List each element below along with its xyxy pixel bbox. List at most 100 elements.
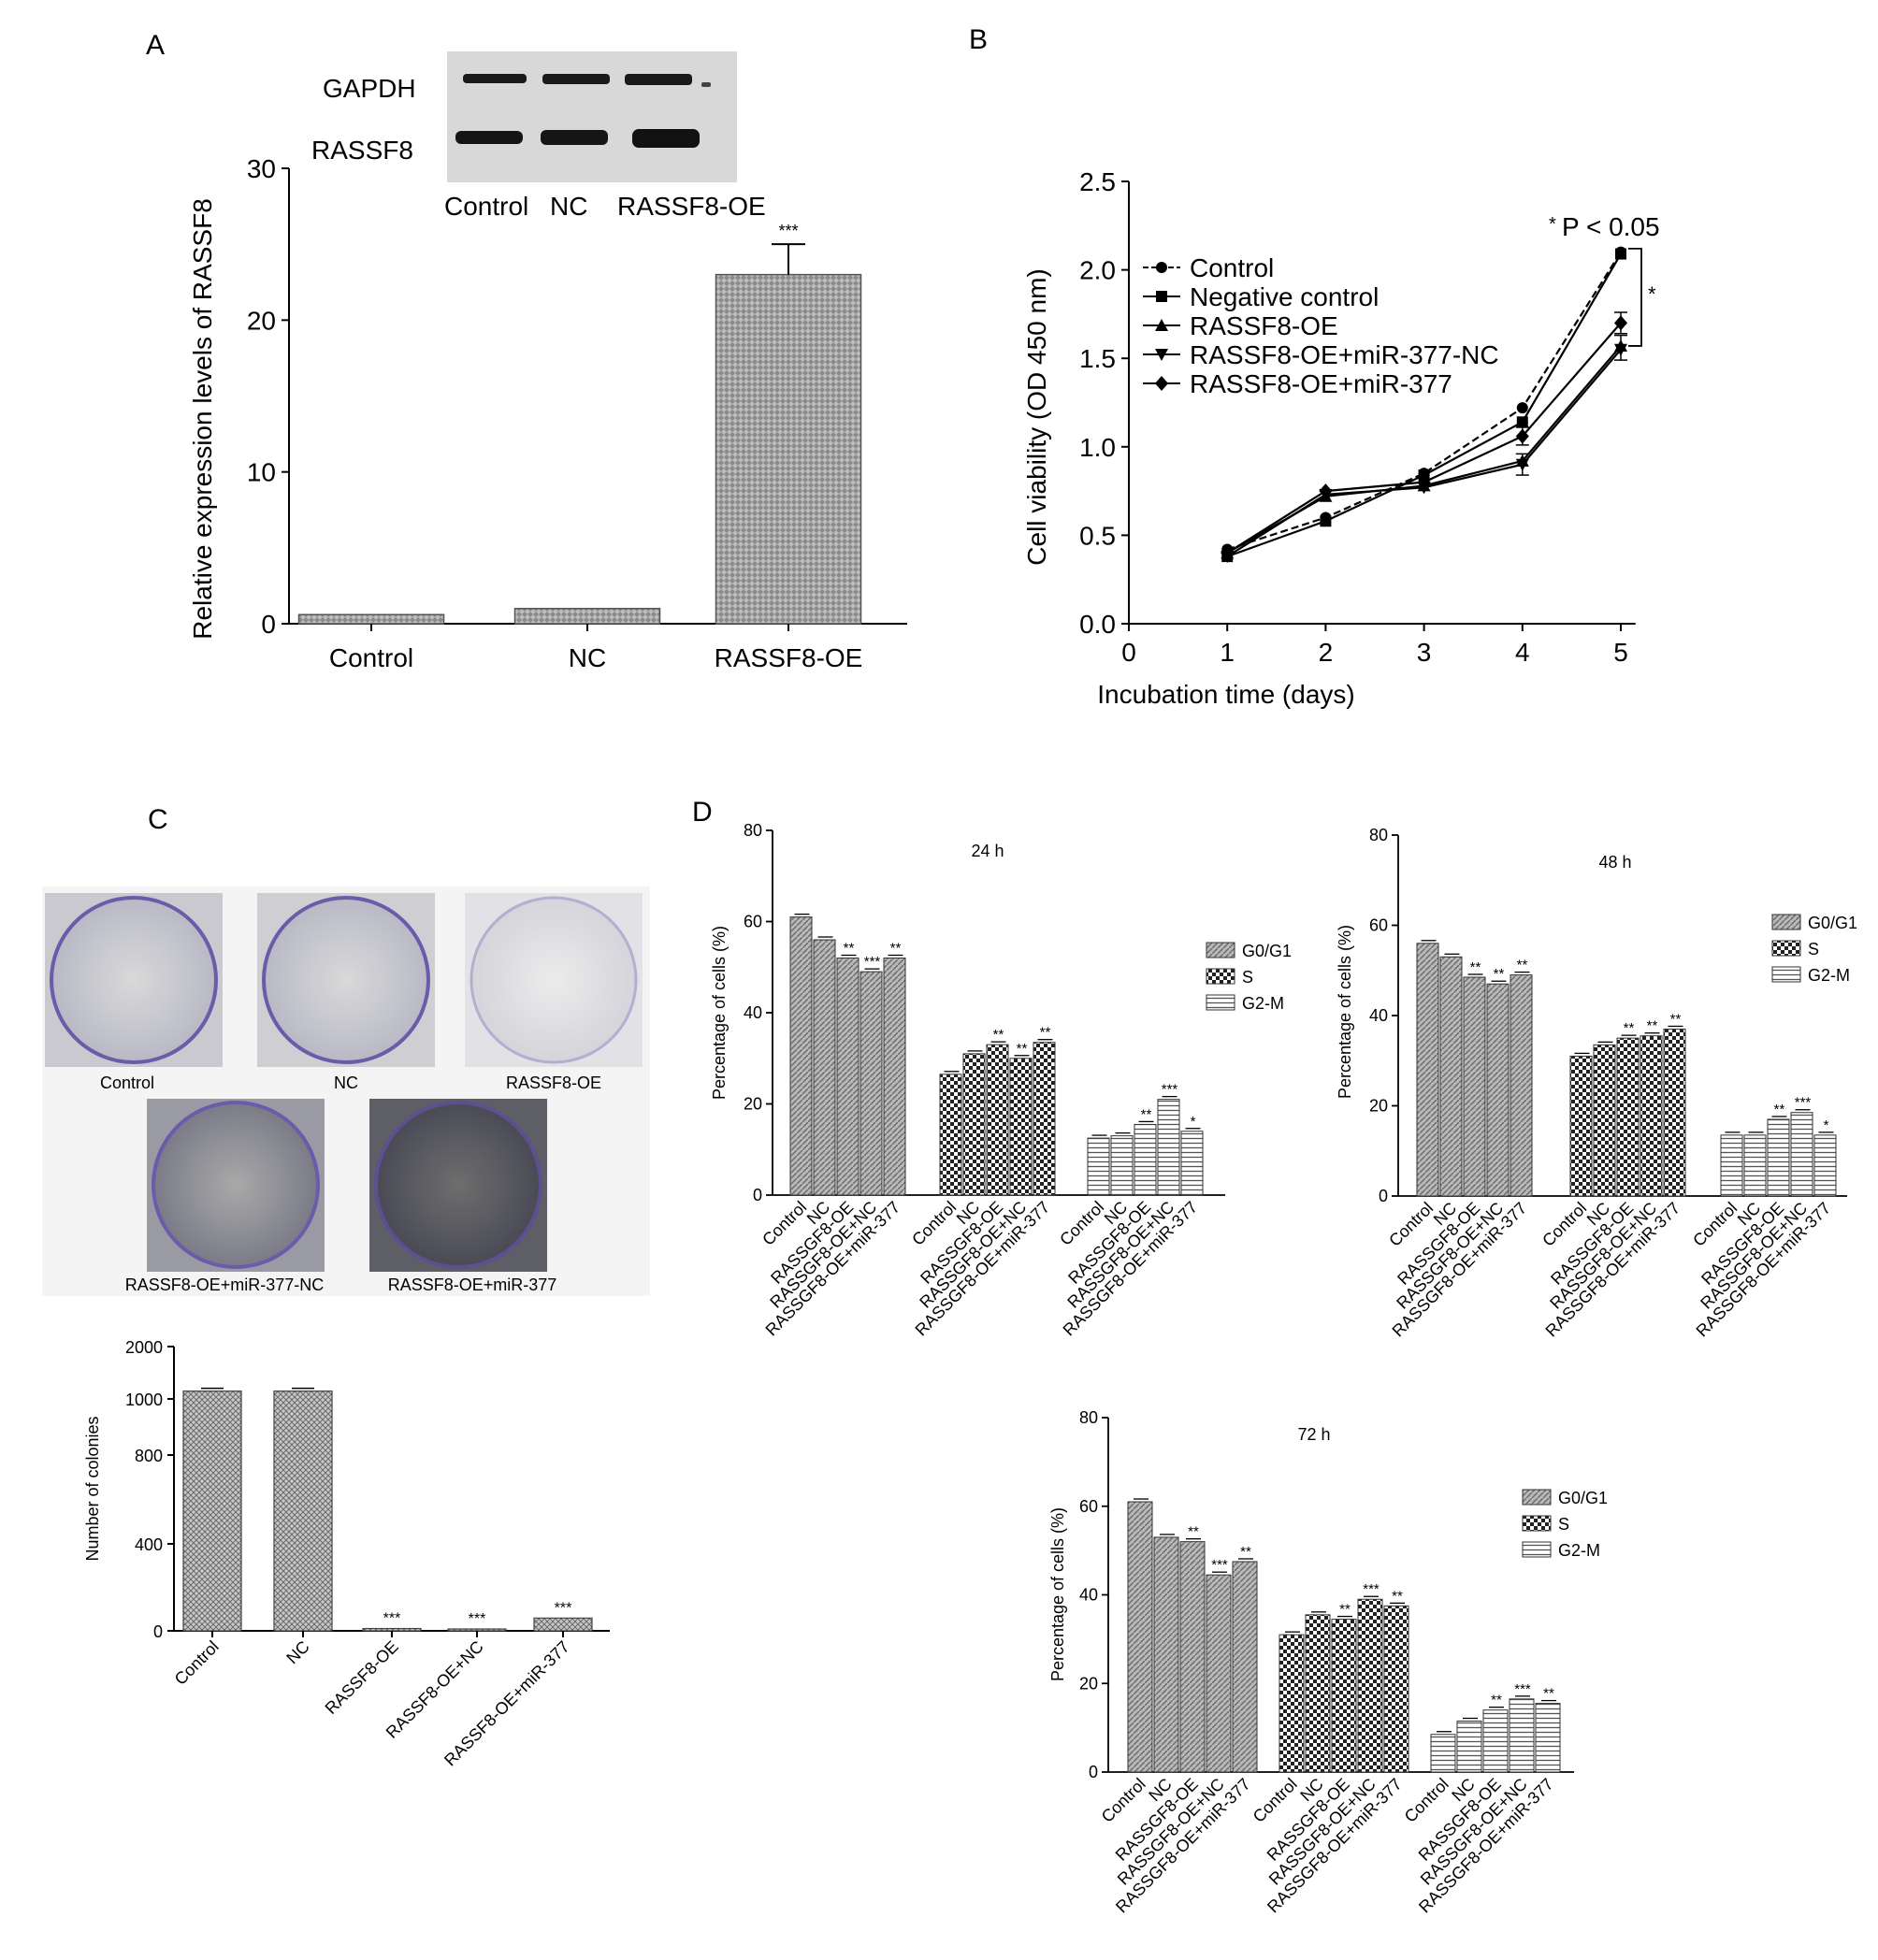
data-point xyxy=(1156,291,1167,302)
significance-label: *** xyxy=(1363,1581,1380,1597)
significance-label: ** xyxy=(1774,1102,1785,1117)
y-tick-label: 2000 xyxy=(125,1338,163,1357)
significance-label: ** xyxy=(1624,1020,1635,1036)
y-tick-label: 0 xyxy=(1379,1187,1388,1205)
legend-label: G0/G1 xyxy=(1808,914,1857,932)
significance-label: * xyxy=(1824,1117,1829,1133)
bar xyxy=(1663,1028,1686,1197)
x-tick-label: 0 xyxy=(1121,638,1136,667)
bar xyxy=(1278,1634,1305,1773)
data-point xyxy=(1156,262,1167,273)
chart-b-annotation-star: * xyxy=(1549,214,1556,235)
x-tick-label: NC xyxy=(569,643,606,672)
bar xyxy=(860,971,883,1196)
bar xyxy=(789,916,813,1196)
chart-d-72h-title: 72 h xyxy=(1297,1425,1330,1444)
significance-label: *** xyxy=(555,1600,572,1616)
significance-label: ** xyxy=(1494,966,1505,982)
bar xyxy=(1456,1721,1482,1773)
significance-label: *** xyxy=(383,1611,401,1627)
bar xyxy=(273,1390,333,1632)
significance-label: ** xyxy=(1647,1018,1658,1034)
bar xyxy=(182,1390,242,1632)
x-tick-label: Control xyxy=(1098,1775,1149,1826)
panel-d: 020406080ControlNC**RASSGF8-OE***RASSGF8… xyxy=(710,821,1857,1916)
data-point xyxy=(1155,319,1168,331)
bar xyxy=(1153,1536,1179,1773)
data-point xyxy=(1155,376,1168,391)
bar xyxy=(715,273,862,625)
data-point xyxy=(1417,474,1431,490)
significance-label: *** xyxy=(778,222,798,240)
colony-dish-nc xyxy=(257,893,435,1067)
y-tick-label: 800 xyxy=(135,1447,163,1465)
blot-band xyxy=(625,74,692,85)
bar xyxy=(1720,1134,1743,1197)
significance-label: ** xyxy=(1141,1106,1152,1122)
y-tick-label: 40 xyxy=(1369,1006,1388,1025)
bar xyxy=(1439,956,1463,1197)
blot-label-rassf8: RASSF8 xyxy=(311,136,413,165)
bar xyxy=(1430,1734,1456,1773)
colony-dish-mir377-nc xyxy=(147,1099,325,1272)
x-tick-label: RASSF8-OE xyxy=(322,1637,402,1718)
blot-band xyxy=(701,82,711,87)
bar xyxy=(1180,1131,1204,1196)
western-blot-image: GAPDH RASSF8 Control NC RASSF8-OE xyxy=(311,51,766,221)
bar xyxy=(1110,1135,1134,1196)
bar xyxy=(1009,1058,1033,1196)
blot-band xyxy=(463,74,527,83)
chart-b-lines: 0.0 0.5 1.0 1.5 2.0 2.5 0 1 2 3 4 5 ControlNegative … xyxy=(1079,167,1642,667)
y-tick-label: 400 xyxy=(135,1535,163,1554)
series-line xyxy=(1226,252,1622,551)
y-tick-label: 1000 xyxy=(125,1391,163,1409)
significance-label: ** xyxy=(1543,1686,1554,1702)
y-tick-label: 0.0 xyxy=(1079,610,1116,639)
y-tick-label: 60 xyxy=(744,913,762,931)
legend-swatch xyxy=(1771,966,1801,983)
y-tick-label: 80 xyxy=(1079,1408,1098,1427)
bar xyxy=(1482,1709,1509,1773)
bar xyxy=(836,958,860,1196)
bar xyxy=(1569,1055,1593,1197)
chart-d-48h-y-axis-label: Percentage of cells (%) xyxy=(1336,925,1354,1099)
bar xyxy=(1767,1118,1790,1197)
legend-swatch xyxy=(1522,1489,1552,1506)
bar xyxy=(813,939,836,1196)
x-tick-label: Control xyxy=(171,1637,223,1689)
legend-label: S xyxy=(1242,968,1253,987)
panel-b: 0.0 0.5 1.0 1.5 2.0 2.5 0 1 2 3 4 5 ControlNegative … xyxy=(1022,167,1660,709)
colony-dish-mir377 xyxy=(369,1099,547,1272)
data-point xyxy=(1615,248,1626,260)
significance-label: ** xyxy=(1188,1524,1199,1540)
bar xyxy=(1305,1614,1331,1773)
data-point xyxy=(1155,349,1168,361)
legend-swatch xyxy=(1206,994,1235,1011)
bar xyxy=(1331,1619,1357,1773)
chart-a-y-axis-label: Relative expression levels of RASSF8 xyxy=(188,198,217,640)
legend-label: RASSF8-OE+miR-377-NC xyxy=(1190,340,1499,369)
significance-label: ** xyxy=(1339,1602,1351,1618)
data-point xyxy=(1320,515,1332,527)
blot-lane-label: Control xyxy=(444,192,528,221)
bar xyxy=(1463,976,1486,1197)
blot-label-gapdh: GAPDH xyxy=(323,74,416,103)
blot-membrane xyxy=(447,51,737,182)
bar xyxy=(533,1617,593,1632)
significance-label: ** xyxy=(1491,1693,1502,1708)
panel-label-a: A xyxy=(146,30,165,61)
y-tick-label: 20 xyxy=(1369,1097,1388,1116)
blot-band xyxy=(455,131,523,144)
bar xyxy=(447,1628,507,1632)
bar xyxy=(1357,1598,1383,1773)
legend-label: G0/G1 xyxy=(1558,1489,1608,1507)
y-tick-label: 1.0 xyxy=(1079,433,1116,462)
y-tick-label: 80 xyxy=(1369,826,1388,844)
dish-label: RASSF8-OE+miR-377 xyxy=(388,1275,557,1294)
x-tick-label: 1 xyxy=(1220,638,1235,667)
y-tick-label: 10 xyxy=(247,458,276,487)
y-tick-label: 0 xyxy=(261,610,276,639)
y-tick-label: 0 xyxy=(1089,1763,1098,1781)
significance-label: ** xyxy=(1517,958,1528,973)
